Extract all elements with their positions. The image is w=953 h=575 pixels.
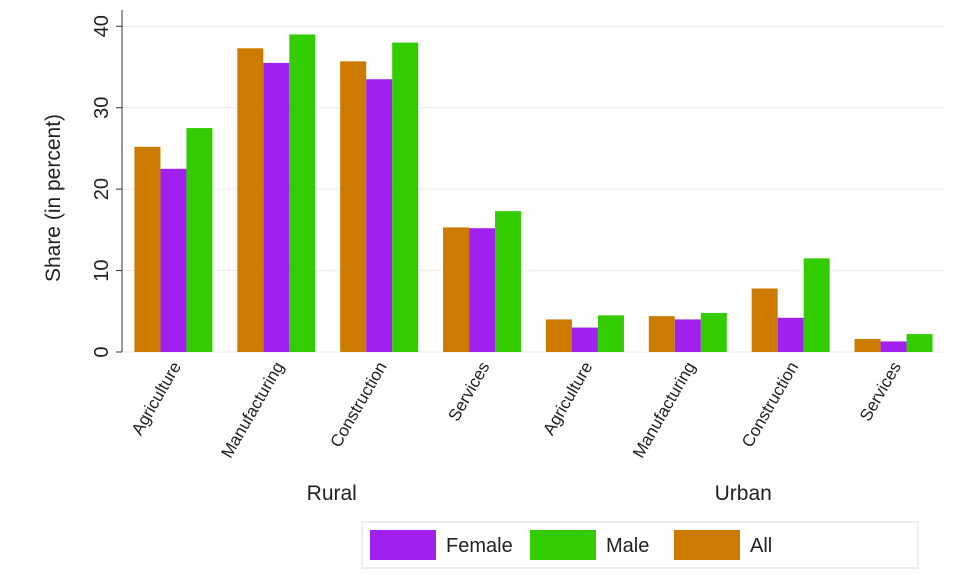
- bar-all: [751, 288, 778, 352]
- bar-all: [648, 316, 675, 352]
- group-label: Urban: [715, 482, 772, 505]
- bar-female: [674, 319, 701, 352]
- bars: [134, 34, 933, 353]
- bar-all: [237, 48, 264, 353]
- y-tick-label: 40: [91, 15, 113, 37]
- legend-label-all: All: [750, 535, 772, 557]
- bar-all: [545, 319, 572, 352]
- legend: Female Male All: [361, 521, 919, 569]
- bar-all: [443, 227, 470, 352]
- bar-male: [700, 312, 727, 352]
- y-axis-title: Share (in percent): [42, 114, 65, 282]
- bar-all: [340, 61, 367, 353]
- bar-female: [469, 228, 496, 352]
- bar-male: [186, 128, 213, 352]
- bar-male: [597, 315, 624, 352]
- bar-female: [263, 62, 290, 353]
- bar-female: [366, 79, 393, 352]
- bar-male: [392, 42, 419, 352]
- y-axis: 0 10 20 30 40: [91, 10, 123, 358]
- legend-swatch-male: [530, 530, 596, 560]
- bar-male: [803, 258, 830, 352]
- bar-female: [571, 327, 598, 352]
- y-tick-label: 20: [91, 178, 113, 200]
- legend-box: [361, 521, 919, 569]
- legend-label-male: Male: [606, 535, 649, 557]
- bar-male: [289, 34, 316, 353]
- bar-female: [777, 317, 804, 352]
- bar-all: [854, 338, 881, 352]
- legend-swatch-female: [370, 530, 436, 560]
- y-tick-label: 0: [91, 346, 113, 357]
- bar-male: [906, 334, 933, 352]
- group-labels: Rural Urban: [307, 482, 772, 505]
- legend-swatch-all: [674, 530, 740, 560]
- bar-female: [880, 341, 907, 352]
- group-label: Rural: [307, 482, 357, 505]
- bar-all: [134, 146, 161, 352]
- bar-female: [160, 168, 187, 352]
- legend-label-female: Female: [446, 535, 513, 557]
- bar-male: [495, 211, 522, 352]
- y-tick-label: 10: [91, 259, 113, 281]
- y-tick-label: 30: [91, 97, 113, 119]
